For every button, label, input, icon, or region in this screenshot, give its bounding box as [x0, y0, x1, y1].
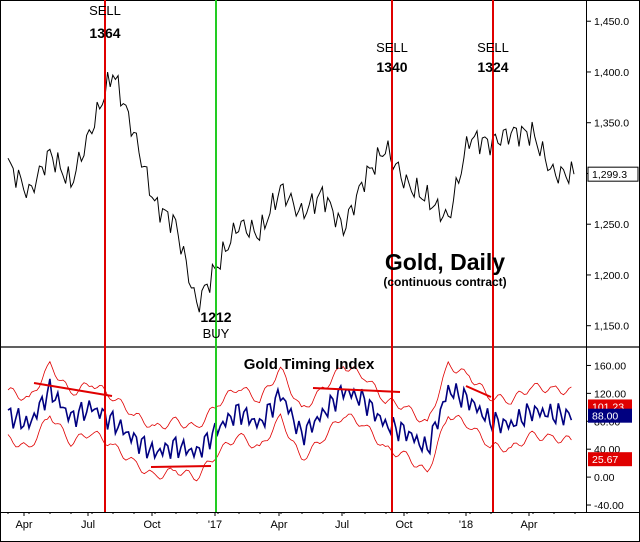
last-price-badge [587, 166, 639, 182]
signal-label: BUY [203, 326, 230, 341]
price-y-tick-label: 1,450.0 [594, 16, 629, 28]
signal-value: 1364 [89, 25, 120, 41]
x-tick-label: '17 [208, 519, 222, 531]
signal-label: SELL [477, 40, 509, 55]
indicator-trendline [312, 387, 401, 393]
indicator-trendline [465, 385, 492, 398]
indicator-badge [588, 452, 632, 467]
price-y-tick-label: 1,350.0 [594, 118, 629, 130]
x-tick-label: '18 [459, 519, 473, 531]
x-tick-label: Apr [520, 519, 537, 531]
price-y-tick-label: 1,400.0 [594, 67, 629, 79]
price-y-tick-label: 1,250.0 [594, 219, 629, 231]
indicator-y-tick-label: 120.00 [594, 388, 626, 400]
price-chart-subtitle: (continuous contract) [383, 275, 506, 289]
signal-label: SELL [89, 3, 121, 18]
indicator-upper-band [7, 360, 572, 430]
indicator-lower-band [7, 413, 572, 482]
x-tick-label: Jul [81, 519, 95, 531]
indicator-y-tick-label: 160.00 [594, 360, 626, 372]
signals-layer [104, 0, 494, 512]
signal-value: 1324 [477, 59, 508, 75]
x-tick-label: Jul [335, 519, 349, 531]
price-y-tick-label: 1,200.0 [594, 270, 629, 282]
text-layer: Gold, Daily (continuous contract) Gold T… [89, 3, 509, 373]
price-chart-title: Gold, Daily [385, 249, 505, 275]
x-tick-label: Oct [143, 519, 160, 531]
last-price-label: 1,299.3 [592, 169, 627, 181]
x-tick-label: Apr [15, 519, 32, 531]
indicator-trendline [33, 382, 113, 397]
x-tick-label: Oct [395, 519, 412, 531]
indicator-badge-label: 25.67 [592, 454, 618, 466]
x-tick-label: Apr [270, 519, 287, 531]
indicator-y-tick-label: -40.00 [594, 500, 624, 512]
indicator-y-tick-label: 0.00 [594, 472, 615, 484]
indicator-badge-label: 88.00 [592, 411, 618, 423]
indicator-trendline [150, 465, 212, 468]
price-y-tick-label: 1,150.0 [594, 321, 629, 333]
indicator-badge [588, 408, 632, 423]
price-series-line [7, 72, 575, 313]
signal-label: SELL [376, 40, 408, 55]
signal-value: 1340 [376, 59, 407, 75]
signal-value: 1212 [200, 309, 231, 325]
indicator-series-line [7, 378, 573, 461]
indicator-title: Gold Timing Index [244, 356, 375, 373]
